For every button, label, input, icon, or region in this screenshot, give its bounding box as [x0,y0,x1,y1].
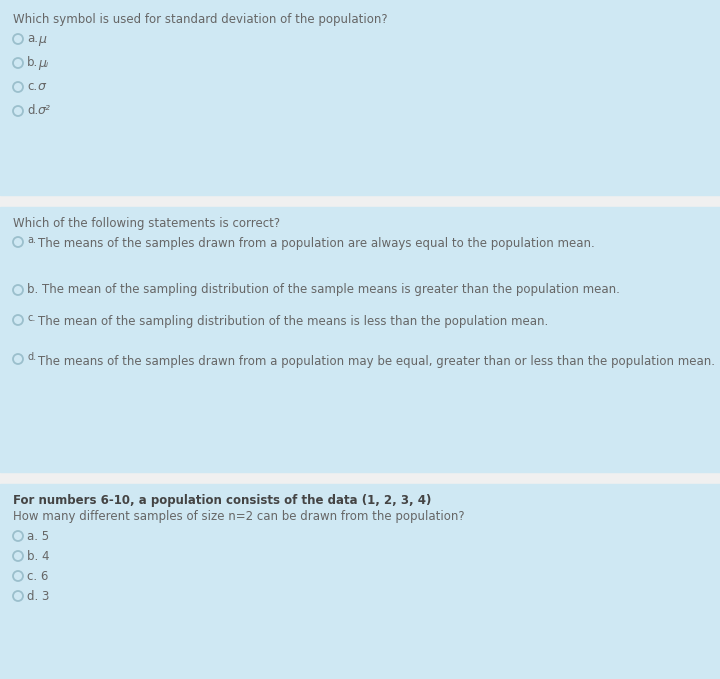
Text: c.: c. [27,313,35,323]
Text: b.: b. [27,56,38,69]
Text: μ: μ [38,33,46,45]
Text: For numbers 6-10, a population consists of the data (1, 2, 3, 4): For numbers 6-10, a population consists … [13,494,431,507]
Text: d.: d. [27,352,36,362]
Text: a.: a. [27,33,38,45]
Text: Which symbol is used for standard deviation of the population?: Which symbol is used for standard deviat… [13,13,387,26]
Text: c. 6: c. 6 [27,570,48,583]
Text: How many different samples of size n=2 can be drawn from the population?: How many different samples of size n=2 c… [13,510,464,523]
Text: d.: d. [27,105,38,117]
Text: b. The mean of the sampling distribution of the sample means is greater than the: b. The mean of the sampling distribution… [27,284,620,297]
Text: The mean of the sampling distribution of the means is less than the population m: The mean of the sampling distribution of… [38,316,548,329]
Text: The means of the samples drawn from a population may be equal, greater than or l: The means of the samples drawn from a po… [38,354,715,367]
Text: σ: σ [38,81,46,94]
Bar [0,484,720,679]
Text: a. 5: a. 5 [27,530,49,543]
Text: c.: c. [27,81,37,94]
Text: b. 4: b. 4 [27,549,50,562]
Text: Which of the following statements is correct?: Which of the following statements is cor… [13,217,280,230]
Bar [0,207,720,472]
Text: μᵢ: μᵢ [38,56,48,69]
Text: d. 3: d. 3 [27,589,50,602]
Text: σ²: σ² [38,105,51,117]
Text: a.: a. [27,235,36,245]
Bar [0,0,720,195]
Text: The means of the samples drawn from a population are always equal to the populat: The means of the samples drawn from a po… [38,238,595,251]
